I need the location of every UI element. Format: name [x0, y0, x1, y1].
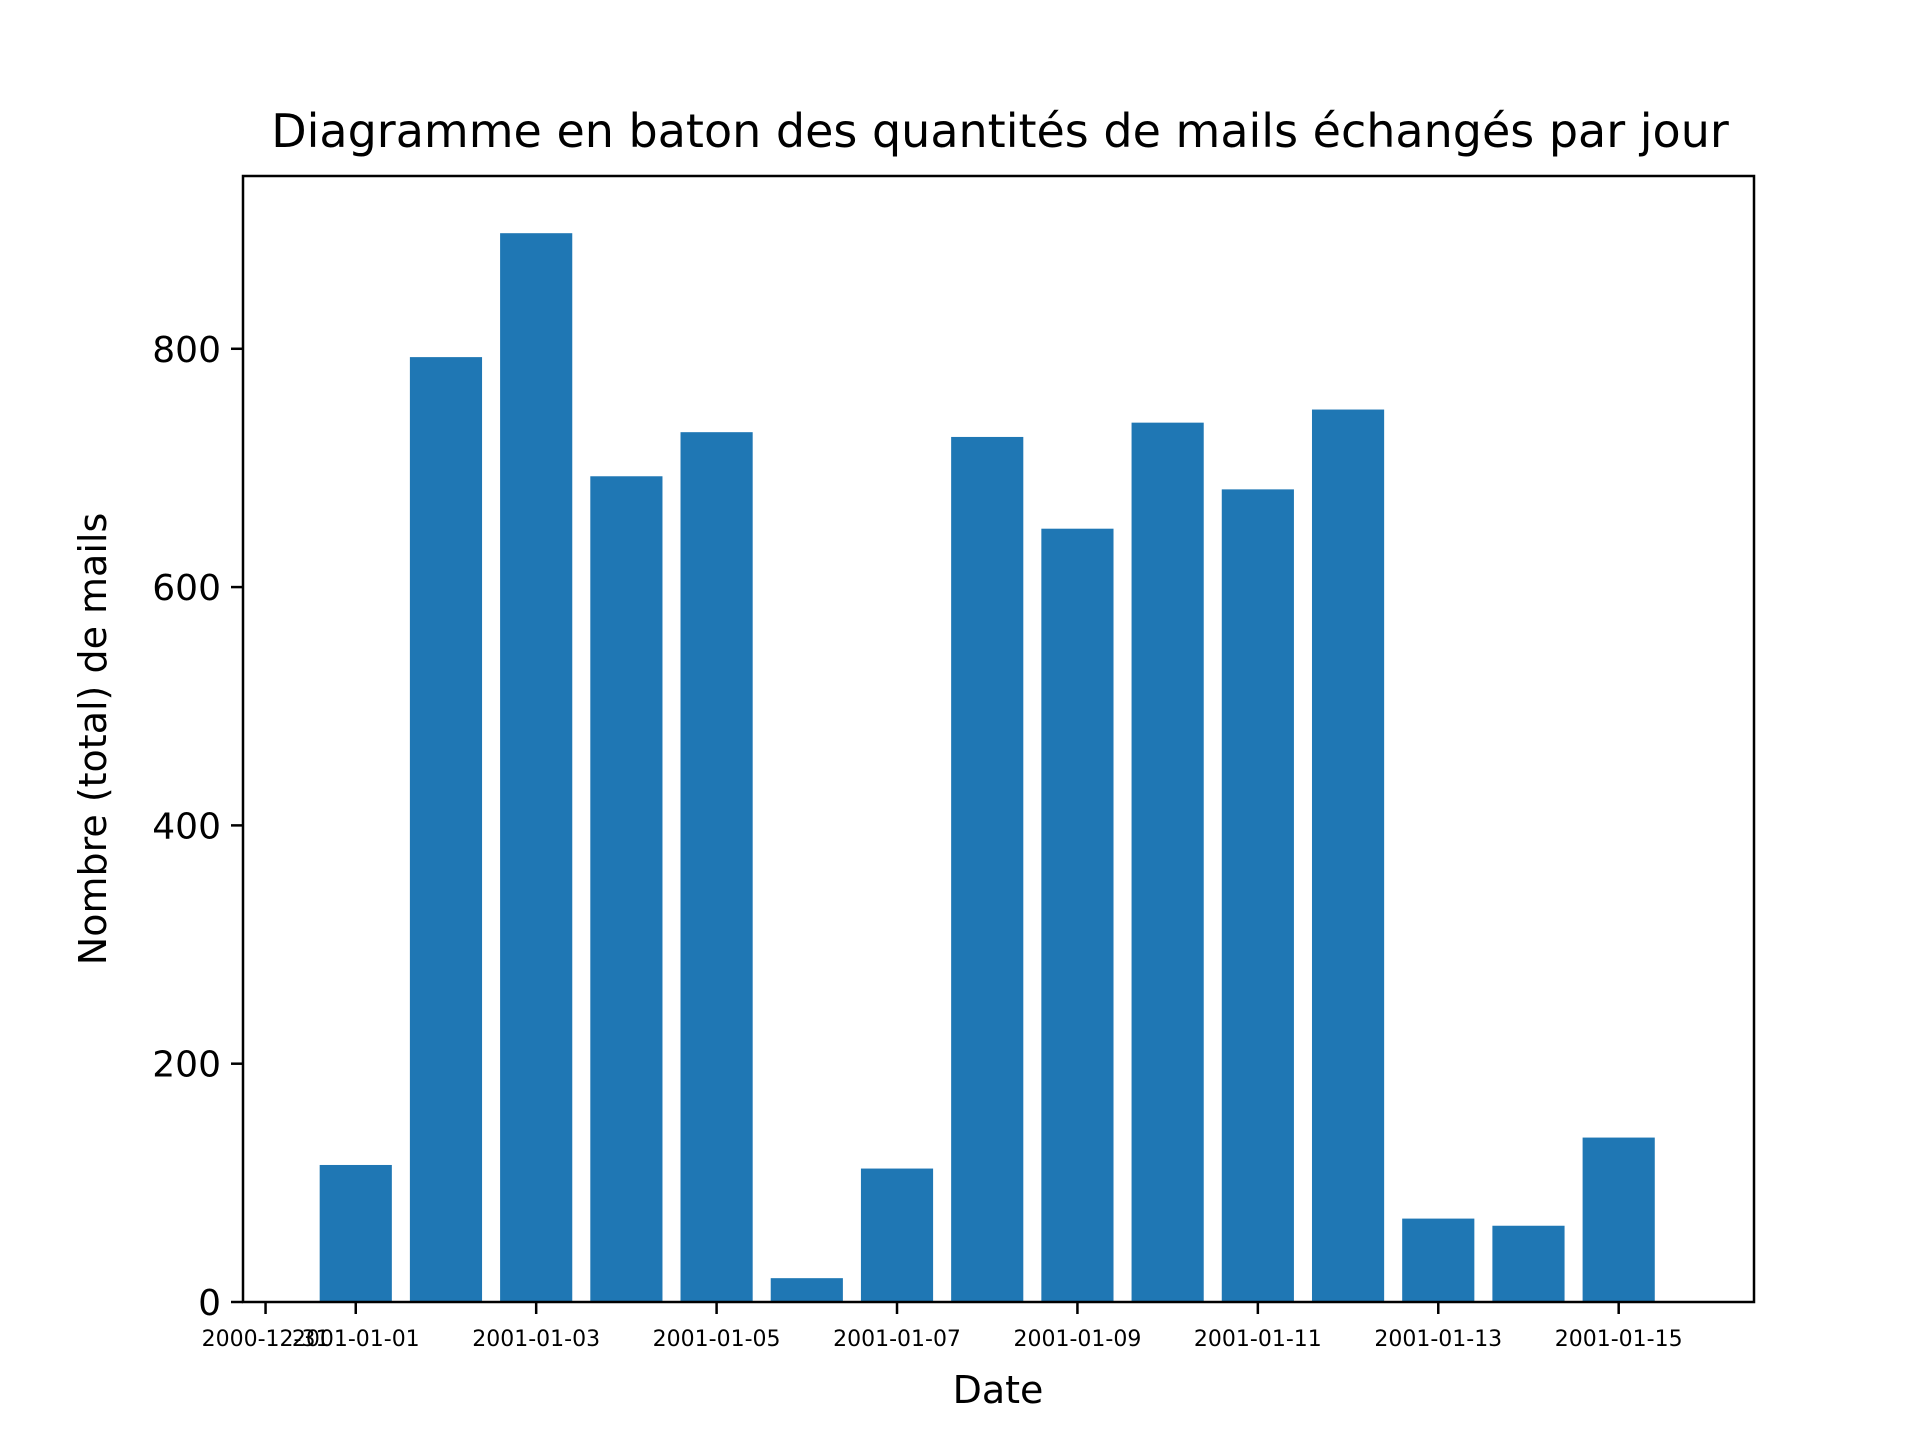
x-axis-label: Date	[953, 1368, 1044, 1412]
y-tick-label: 200	[152, 1045, 221, 1086]
y-axis-label: Nombre (total) de mails	[71, 513, 115, 965]
x-tick-label: 2001-01-03	[472, 1327, 600, 1352]
y-tick-label: 400	[152, 806, 221, 847]
bar-2001-01-12	[1311, 409, 1385, 1302]
y-tick-label: 0	[198, 1283, 221, 1324]
bar-2001-01-05	[680, 432, 753, 1302]
bar-2001-01-01	[319, 1164, 392, 1302]
x-tick-label: 2001-01-05	[653, 1327, 781, 1352]
bar-2001-01-08	[951, 436, 1024, 1302]
y-tick-label: 800	[152, 330, 221, 371]
bar-2001-01-09	[1041, 528, 1114, 1302]
bar-2001-01-15	[1582, 1137, 1655, 1302]
x-tick-label: 2001-01-13	[1374, 1327, 1502, 1352]
x-tick-label: 2001-01-09	[1014, 1327, 1142, 1352]
x-tick-label: 2001-01-11	[1194, 1327, 1322, 1352]
bar-2001-01-07	[860, 1168, 934, 1302]
bars-group	[319, 233, 1655, 1303]
bar-2001-01-13	[1402, 1218, 1475, 1302]
plot-frame	[241, 174, 1756, 1304]
x-tick-label: 2000-12-31	[202, 1327, 330, 1352]
bar-2001-01-10	[1131, 422, 1204, 1303]
bar-2001-01-06	[770, 1278, 843, 1302]
y-axis: 0 200 400 600 800	[152, 330, 243, 1324]
x-tick-label: 2001-01-01	[292, 1327, 420, 1352]
bar-2001-01-02	[409, 357, 483, 1302]
x-tick-label: 2001-01-15	[1555, 1327, 1683, 1352]
y-tick-label: 600	[152, 568, 221, 609]
chart-title: Diagramme en baton des quantités de mail…	[271, 104, 1729, 158]
bar-2001-01-11	[1221, 489, 1294, 1302]
bar-2001-01-14	[1492, 1225, 1565, 1302]
bar-2001-01-04	[590, 476, 663, 1302]
x-tick-label: 2001-01-07	[833, 1327, 961, 1352]
bar-2001-01-03	[500, 233, 573, 1303]
